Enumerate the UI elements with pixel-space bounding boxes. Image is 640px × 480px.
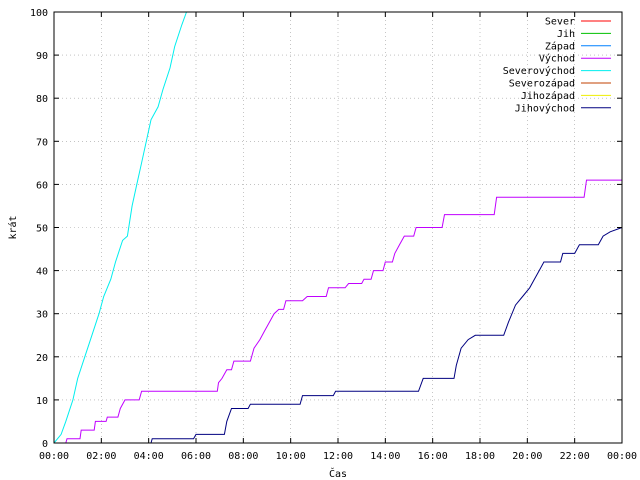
x-tick-label: 18:00 [465, 451, 495, 462]
grid-lines [54, 12, 622, 443]
x-tick-label: 00:00 [39, 451, 69, 462]
y-tick-label: 70 [36, 137, 48, 148]
x-tick-label: 12:00 [323, 451, 353, 462]
y-tick-label: 90 [36, 51, 48, 62]
y-tick-label: 100 [30, 8, 48, 19]
y-axis-label: krát [7, 215, 19, 239]
x-tick-label: 16:00 [418, 451, 448, 462]
series-line [54, 227, 623, 444]
y-tick-label: 50 [36, 224, 48, 235]
legend-label: Jihozápad [521, 90, 575, 102]
legend-label: Sever [545, 17, 575, 28]
series-line [53, 11, 187, 444]
x-tick-label: 02:00 [86, 451, 116, 462]
y-tick-label: 20 [36, 353, 48, 364]
y-tick-label: 60 [36, 180, 48, 191]
legend-label: Západ [545, 40, 575, 52]
x-tick-label: 20:00 [512, 451, 542, 462]
x-tick-label: 04:00 [134, 451, 164, 462]
series-line [54, 179, 622, 444]
y-tick-label: 80 [36, 94, 48, 105]
y-tick-label: 30 [36, 310, 48, 321]
x-tick-label: 10:00 [276, 451, 306, 462]
x-tick-label: 22:00 [560, 451, 590, 462]
legend-label: Severozápad [509, 78, 575, 90]
legend-label: Jih [557, 29, 575, 40]
legend-label: Severovýchod [503, 65, 575, 77]
series-lines [53, 11, 623, 444]
y-tick-label: 10 [36, 396, 48, 407]
x-tick-label: 06:00 [181, 451, 211, 462]
y-tick-label: 40 [36, 267, 48, 278]
x-tick-label: 08:00 [228, 451, 258, 462]
y-tick-label: 0 [42, 439, 48, 450]
legend-label: Jihovýchod [515, 102, 575, 114]
x-tick-label: 00:00 [607, 451, 637, 462]
legend: SeverJihZápadVýchodSeverovýchodSeverozáp… [503, 17, 611, 114]
axis-ticks: 0 10 20 30 40 50 60 70 80 90 100 00:00 02:00 04:00 06:… [30, 8, 637, 462]
legend-label: Východ [539, 53, 575, 65]
x-tick-label: 14:00 [370, 451, 400, 462]
x-axis-label: Čas [329, 467, 347, 480]
